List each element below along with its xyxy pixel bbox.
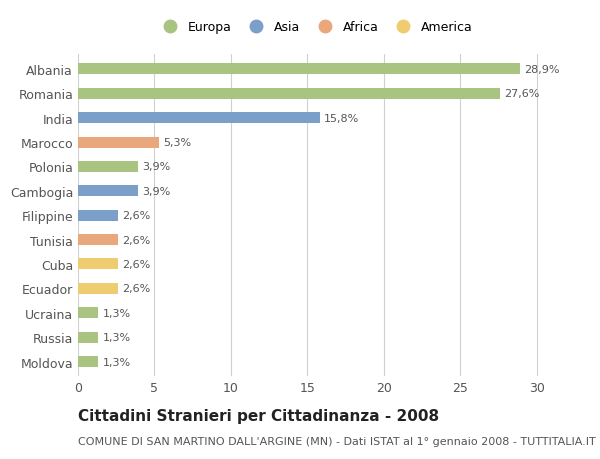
Bar [78,210,118,221]
Text: COMUNE DI SAN MARTINO DALL'ARGINE (MN) - Dati ISTAT al 1° gennaio 2008 - TUTTITA: COMUNE DI SAN MARTINO DALL'ARGINE (MN) -… [78,436,596,446]
Bar [78,64,520,75]
Bar [78,113,320,124]
Text: 3,9%: 3,9% [142,162,170,172]
Text: 1,3%: 1,3% [103,332,131,342]
Text: 2,6%: 2,6% [122,235,151,245]
Bar [78,137,159,148]
Text: Cittadini Stranieri per Cittadinanza - 2008: Cittadini Stranieri per Cittadinanza - 2… [78,409,439,424]
Bar [78,162,137,173]
Bar [78,356,98,367]
Bar [78,89,500,100]
Bar [78,259,118,270]
Text: 15,8%: 15,8% [324,113,359,123]
Legend: Europa, Asia, Africa, America: Europa, Asia, Africa, America [152,17,478,39]
Bar [78,186,137,197]
Text: 2,6%: 2,6% [122,259,151,269]
Bar [78,235,118,246]
Text: 2,6%: 2,6% [122,211,151,221]
Text: 1,3%: 1,3% [103,357,131,367]
Text: 2,6%: 2,6% [122,284,151,294]
Bar [78,332,98,343]
Text: 28,9%: 28,9% [524,65,560,75]
Text: 3,9%: 3,9% [142,186,170,196]
Bar [78,283,118,294]
Bar [78,308,98,319]
Text: 1,3%: 1,3% [103,308,131,318]
Text: 5,3%: 5,3% [164,138,192,148]
Text: 27,6%: 27,6% [505,89,540,99]
